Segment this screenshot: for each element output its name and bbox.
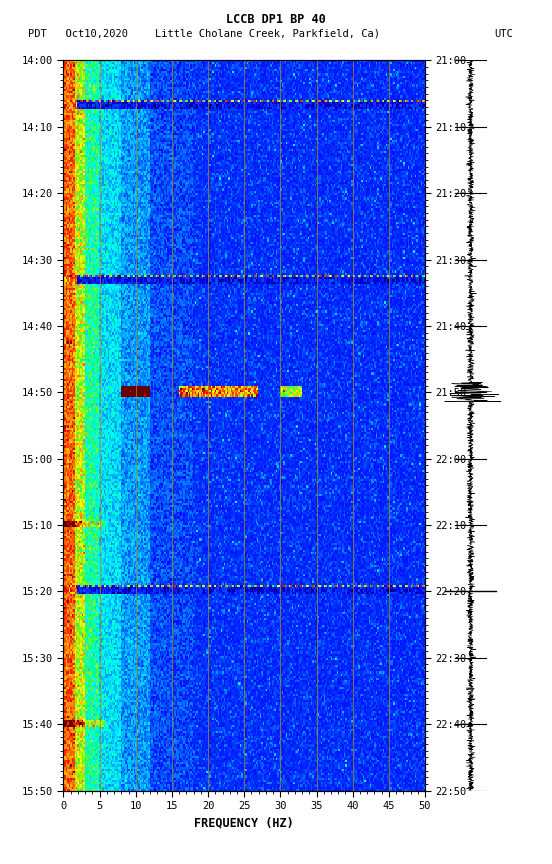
Text: LCCB DP1 BP 40: LCCB DP1 BP 40 [226, 13, 326, 26]
X-axis label: FREQUENCY (HZ): FREQUENCY (HZ) [194, 816, 294, 829]
Text: Little Cholane Creek, Parkfield, Ca): Little Cholane Creek, Parkfield, Ca) [155, 29, 380, 39]
Text: UTC: UTC [495, 29, 513, 39]
Text: PDT   Oct10,2020: PDT Oct10,2020 [28, 29, 128, 39]
